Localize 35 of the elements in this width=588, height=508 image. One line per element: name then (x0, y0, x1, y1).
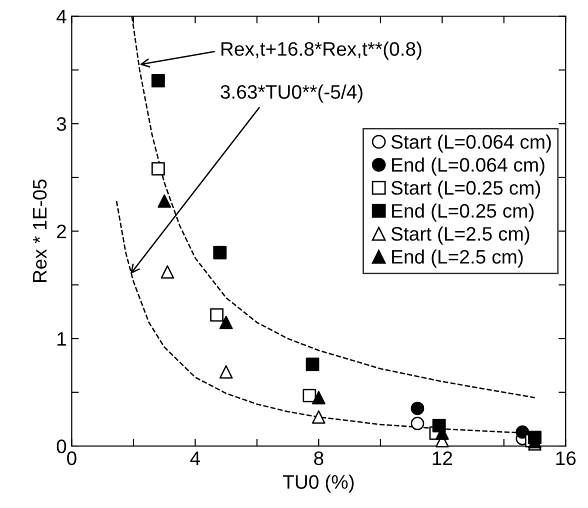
x-tick-label: 0 (67, 451, 76, 466)
y-tick-label: 3 (56, 117, 66, 131)
point (210, 308, 224, 322)
point (151, 162, 165, 176)
point (306, 358, 320, 372)
legend-label: End (L=0.064 cm) (392, 158, 544, 176)
legend-label: Start (L=0.064 cm) (391, 134, 551, 153)
x-tick-label: 12 (432, 451, 452, 465)
x-tick-label: 16 (556, 451, 576, 466)
y-tick-label: 2 (57, 224, 66, 238)
point (213, 246, 227, 260)
legend-label: End (L=2.5 cm) (392, 249, 523, 268)
annotation: 3.63*TU0**(-5/4) (220, 84, 362, 103)
legend-label: End (L=0.25 cm) (392, 203, 534, 222)
legend-label: Start (L=0.25 cm) (391, 180, 540, 199)
x-tick-label: 4 (190, 452, 200, 465)
point (219, 316, 233, 330)
point (516, 425, 530, 439)
point (302, 388, 316, 402)
x-tick-label: 8 (314, 451, 324, 466)
legend-label: Start (L=2.5 cm) (391, 226, 530, 245)
point (219, 365, 233, 379)
annotation: Rex,t+16.8*Rex,t**(0.8) (222, 42, 422, 60)
point (312, 410, 326, 424)
y-tick-label: 0 (56, 439, 66, 454)
y-tick-label: 4 (56, 10, 66, 24)
point (410, 416, 424, 430)
point (312, 390, 326, 404)
point (160, 265, 174, 279)
y-tick-label: 1 (58, 332, 66, 346)
point (158, 194, 172, 208)
y-axis-title: Rex * 1E-05 (32, 180, 47, 282)
point (151, 74, 165, 88)
point (410, 402, 424, 416)
x-axis-title: TU0 (%) (282, 474, 354, 493)
